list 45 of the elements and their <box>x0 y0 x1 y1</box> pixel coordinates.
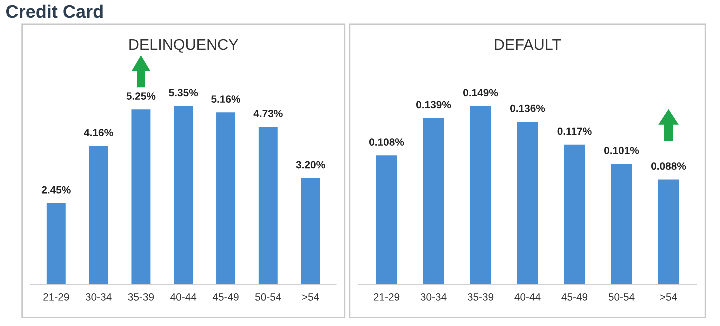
bar <box>610 162 634 285</box>
data-label: 0.149% <box>464 89 498 97</box>
x-tick-label: 45-49 <box>212 294 239 301</box>
x-tick-label: 21-29 <box>374 294 400 301</box>
data-label: 0.139% <box>416 101 452 109</box>
x-tick-label: 35-39 <box>468 294 494 301</box>
bar <box>130 108 152 285</box>
x-tick-label: 40-44 <box>170 294 197 301</box>
x-tick-label: 30-34 <box>86 294 112 301</box>
chart-title: DELINQUENCY <box>130 39 238 53</box>
bar <box>562 143 587 285</box>
data-label: 0.108% <box>370 138 404 146</box>
x-tick-label: 21-29 <box>44 294 70 301</box>
bar <box>516 120 540 285</box>
bar <box>88 144 110 285</box>
x-tick-label: >54 <box>302 294 320 301</box>
data-label: 5.25% <box>126 92 156 100</box>
x-tick-label: 30-34 <box>420 294 447 301</box>
bar <box>656 178 681 285</box>
text: Credit Card <box>6 4 103 18</box>
chart-title: DEFAULT <box>495 40 562 50</box>
data-label: 0.136% <box>510 104 546 112</box>
data-label: 4.73% <box>254 110 283 118</box>
data-label: 0.101% <box>604 147 640 154</box>
bar <box>468 104 493 285</box>
bar <box>374 154 399 285</box>
bar <box>172 104 194 285</box>
bar <box>215 111 237 285</box>
data-label: 5.35% <box>169 89 198 97</box>
x-tick-label: 40-44 <box>514 294 541 301</box>
data-label: 5.16% <box>212 96 240 103</box>
bar <box>422 116 446 285</box>
x-tick-label: 50-54 <box>255 294 282 301</box>
data-label: 0.117% <box>558 128 592 136</box>
x-tick-label: 50-54 <box>608 294 635 301</box>
data-label: 0.088% <box>652 162 686 170</box>
x-tick-label: 45-49 <box>562 294 588 301</box>
bar <box>258 126 280 285</box>
x-tick-label: >54 <box>660 294 678 301</box>
bar <box>46 202 68 285</box>
data-label: 2.45% <box>42 186 71 194</box>
data-label: 4.16% <box>84 129 114 136</box>
bar <box>300 176 322 285</box>
data-label: 3.20% <box>296 161 326 169</box>
x-tick-label: 35-39 <box>128 294 154 301</box>
